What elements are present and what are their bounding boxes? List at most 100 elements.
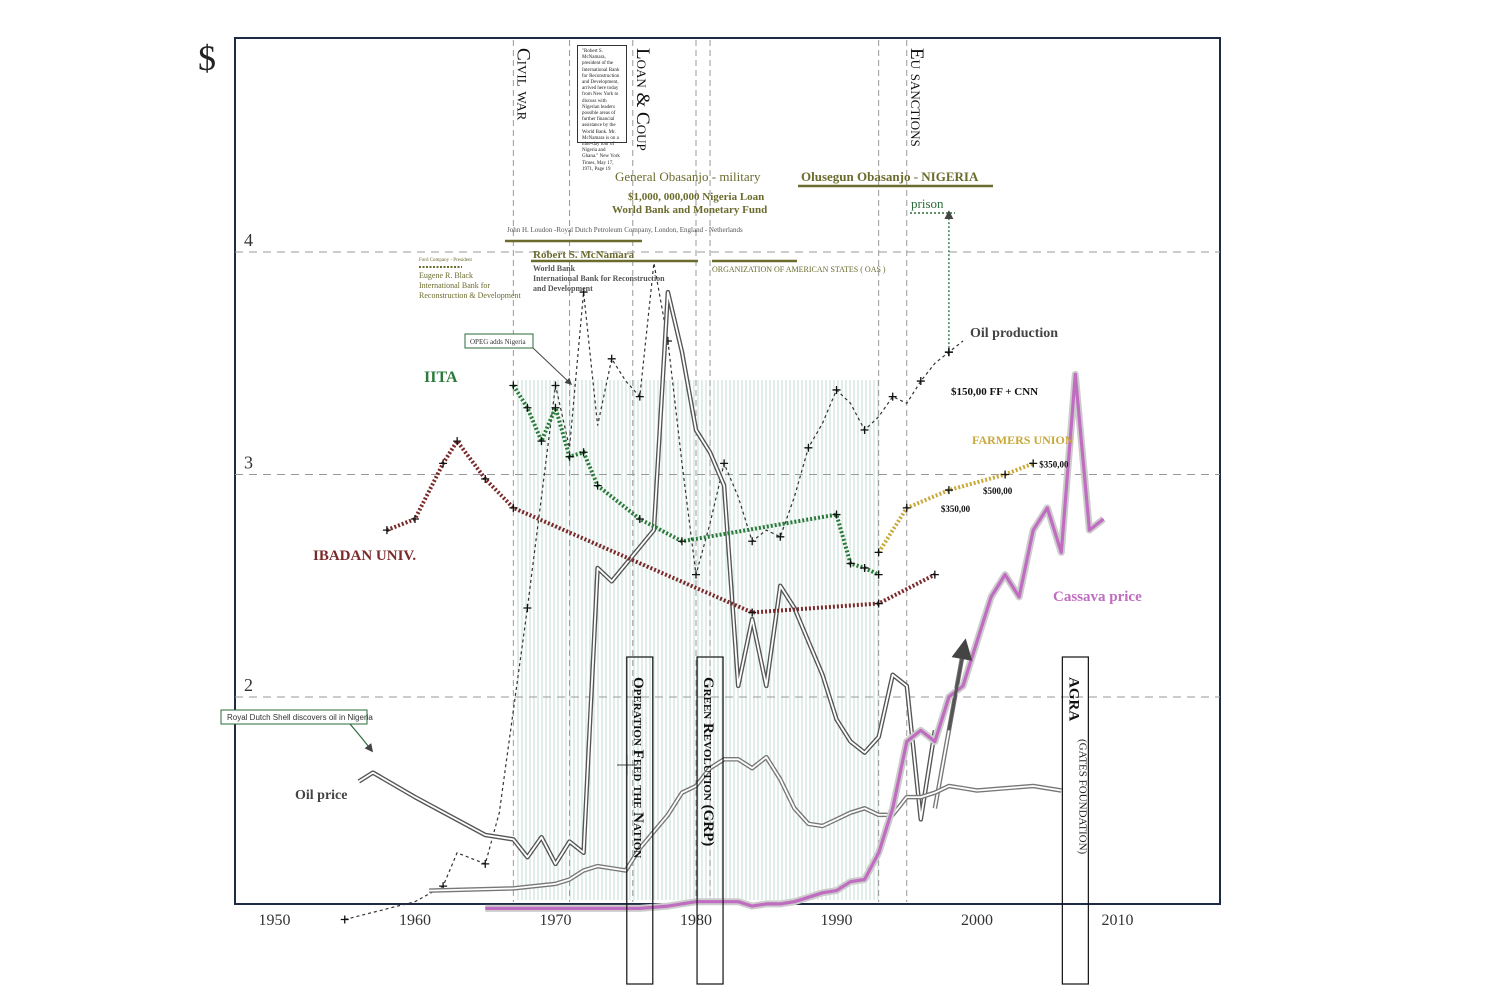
series-line-inner xyxy=(358,291,936,865)
point-marker xyxy=(453,437,462,446)
point-marker xyxy=(874,570,883,579)
point-marker xyxy=(579,288,588,297)
point-marker xyxy=(832,510,841,519)
quote-note: "Robert S. McNamara, president of the In… xyxy=(577,45,627,172)
point-marker xyxy=(579,448,588,457)
x-tick-label: 1970 xyxy=(540,912,572,929)
series-label-iita: IITA xyxy=(424,369,458,386)
point-marker xyxy=(607,354,616,363)
point-marker xyxy=(888,392,897,401)
x-tick-label: 2010 xyxy=(1102,912,1134,929)
point-marker xyxy=(874,599,883,608)
y-axis-unit: $ xyxy=(198,38,216,78)
point-marker xyxy=(439,459,448,468)
figure-name: ORGANIZATION OF AMERICAN STATES ( OAS ) xyxy=(712,265,886,274)
period-sublabel: (GATES FOUNDATION) xyxy=(1076,739,1088,855)
point-marker xyxy=(748,608,757,617)
point-marker xyxy=(382,526,391,535)
trend-arrow xyxy=(947,638,973,731)
series-line xyxy=(386,437,936,615)
y-tick-label: 4 xyxy=(244,230,253,250)
point-marker xyxy=(1001,470,1010,479)
point-marker xyxy=(720,459,729,468)
point-marker xyxy=(565,452,574,461)
period-boxes: Operation Feed the Nation Green Revolutio… xyxy=(626,656,1089,985)
data-label: $350,00 xyxy=(941,504,971,514)
y-tick-label: 3 xyxy=(244,453,253,473)
figure-line: International Bank for Reconstruction xyxy=(533,274,665,283)
figure-role: Ford Company - President xyxy=(419,258,473,263)
series-line xyxy=(429,754,1062,893)
figure-line: Reconstruction & Development xyxy=(419,291,522,300)
point-marker xyxy=(481,474,490,483)
period-box xyxy=(626,656,654,985)
x-tick-label: 1980 xyxy=(680,912,712,929)
figure-name: John H. Loudon -Royal Dutch Petroleum Co… xyxy=(507,226,743,234)
point-marker xyxy=(944,486,953,495)
x-tick-label: 1990 xyxy=(821,912,853,929)
point-marker xyxy=(523,604,532,612)
callout-box xyxy=(464,333,534,349)
quote-text: "Robert S. McNamara, president of the In… xyxy=(582,49,620,172)
figure-line: and Development xyxy=(533,284,593,293)
figure-name: Eugene R. Black xyxy=(419,271,473,280)
point-marker xyxy=(1029,459,1038,468)
callout-text: Royal Dutch Shell discovers oil in Niger… xyxy=(227,713,373,722)
figure-name: General Obasanjo - military xyxy=(615,169,761,184)
callout-arrow xyxy=(349,723,374,753)
figure-line: World Bank xyxy=(533,264,576,273)
series-label-oil_price: Oil price xyxy=(295,788,348,803)
figure-name: Robert S. McNamara xyxy=(533,249,635,261)
x-tick-label: 2000 xyxy=(961,912,993,929)
series-label-ibadan: IBADAN UNIV. xyxy=(313,548,416,564)
x-tick-label: 1950 xyxy=(259,912,291,929)
data-label: $350,00 xyxy=(1039,459,1069,469)
point-marker xyxy=(860,563,869,572)
y-tick-label: 2 xyxy=(244,675,253,695)
point-marker xyxy=(860,426,869,434)
callout-box xyxy=(220,709,368,725)
point-marker xyxy=(411,515,419,523)
point-marker xyxy=(340,915,349,924)
point-marker xyxy=(635,515,644,523)
point-marker xyxy=(551,381,560,390)
point-marker xyxy=(930,570,939,579)
annotations: Oil production Oil price Cassava price IITA… xyxy=(220,169,1142,803)
point-marker xyxy=(944,348,953,357)
figure-line: International Bank for xyxy=(419,281,490,290)
event-lines: Civil war Loan & Coup Eu sanctions xyxy=(512,40,927,902)
point-marker xyxy=(776,532,785,541)
point-marker xyxy=(551,403,560,412)
point-marker xyxy=(804,443,813,452)
point-marker xyxy=(593,481,602,490)
hatched-area xyxy=(517,380,879,900)
point-marker xyxy=(677,537,686,546)
period-label: Green Revolution (GRP) xyxy=(700,677,716,846)
period-label: Operation Feed the Nation xyxy=(630,677,646,858)
point-marker xyxy=(692,570,700,579)
point-marker xyxy=(635,392,644,401)
point-marker xyxy=(832,385,841,394)
data-label: $500,00 xyxy=(983,486,1013,496)
point-marker xyxy=(509,503,518,512)
plot-frame xyxy=(234,37,1221,905)
series-line xyxy=(485,372,1105,911)
series-line-inner xyxy=(429,756,1062,892)
figure-name: Olusegun Obasanjo - NIGERIA xyxy=(801,169,979,184)
callout-text: $150,00 FF + CNN xyxy=(951,386,1038,398)
figure-line: prison xyxy=(911,196,944,211)
series-label-farmers_union: FARMERS UNION xyxy=(972,433,1074,447)
axes: 2 3 4 $1950 1960 1970 1980 1990 2000 2010 xyxy=(198,38,1134,929)
x-tick-label: 1960 xyxy=(399,912,431,929)
figure-line: World Bank and Monetary Fund xyxy=(612,204,767,216)
point-marker xyxy=(748,537,757,546)
event-title: Eu sanctions xyxy=(906,48,927,147)
callout-text: OPEG adds Nigeria xyxy=(470,338,526,346)
point-marker xyxy=(509,381,518,390)
point-marker xyxy=(916,377,925,386)
period-box xyxy=(696,656,724,985)
callout-arrow xyxy=(532,347,573,385)
event-title: Civil war xyxy=(512,48,533,121)
point-marker xyxy=(874,548,883,557)
